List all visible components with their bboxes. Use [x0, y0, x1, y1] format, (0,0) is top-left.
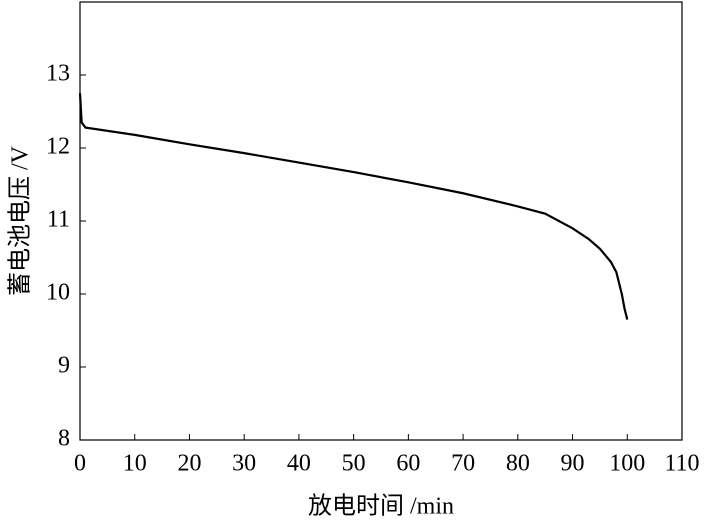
x-tick-label: 40: [287, 451, 311, 477]
x-tick-label: 20: [177, 451, 201, 477]
x-tick-label: 30: [232, 451, 256, 477]
y-tick-label: 9: [58, 353, 70, 379]
y-tick-label: 10: [46, 280, 70, 306]
x-axis-label: 放电时间 /min: [308, 493, 454, 520]
x-tick-label: 100: [609, 451, 645, 477]
plot-frame: [79, 1, 683, 441]
data-line: [78, 93, 629, 320]
x-tick-label: 70: [451, 451, 475, 477]
y-axis-label: 蓄电池电压 /V: [7, 145, 34, 296]
x-tick-label: 110: [664, 451, 699, 477]
y-tick-label: 12: [46, 134, 70, 160]
x-tick-label: 90: [561, 451, 585, 477]
x-tick-label: 80: [506, 451, 530, 477]
y-tick-label: 11: [47, 207, 70, 233]
x-tick-label: 10: [123, 451, 147, 477]
y-tick-label: 13: [46, 61, 70, 87]
x-tick-label: 60: [396, 451, 420, 477]
y-tick-label: 8: [58, 426, 70, 452]
x-tick-label: 50: [342, 451, 366, 477]
x-tick-label: 0: [74, 451, 86, 477]
